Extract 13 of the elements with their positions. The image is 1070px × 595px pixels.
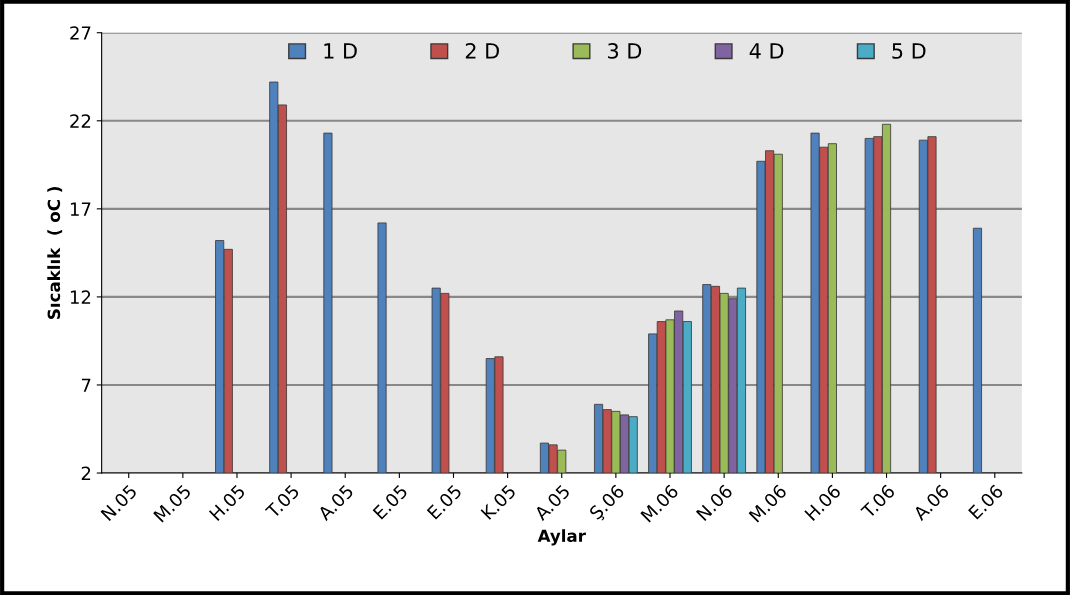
legend-label: 4 D xyxy=(749,43,784,59)
legend-label: 3 D xyxy=(608,43,642,59)
y-tick-label: 7 xyxy=(81,378,91,392)
y-axis-title: Sıcaklık ( oC ) xyxy=(47,187,63,319)
y-tick-label: 2 xyxy=(81,466,91,480)
legend-label: 1 D xyxy=(324,43,357,59)
x-axis-title: Aylar xyxy=(537,529,586,546)
y-tick-label: 17 xyxy=(70,202,91,216)
y-tick-label: 12 xyxy=(70,290,91,304)
legend-label: 5 D xyxy=(892,43,926,59)
y-tick-label: 27 xyxy=(70,26,91,40)
y-tick-label: 22 xyxy=(70,114,91,128)
legend-label: 2 D xyxy=(465,43,499,59)
